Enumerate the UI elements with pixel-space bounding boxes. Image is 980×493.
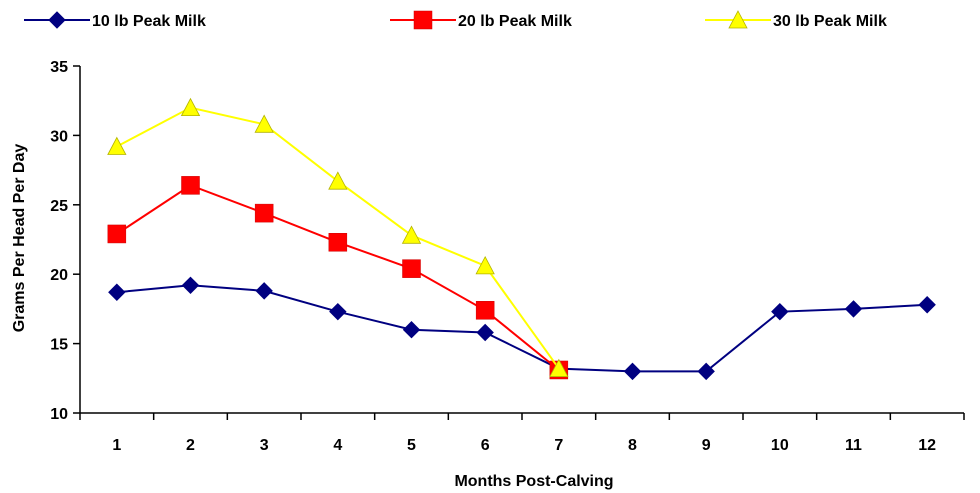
legend-marker <box>48 11 66 29</box>
legend-item-3: 30 lb Peak Milk <box>705 10 887 30</box>
data-point <box>329 302 347 321</box>
legend: 10 lb Peak Milk 20 lb Peak Milk 30 lb Peak… <box>24 10 887 30</box>
data-point <box>107 136 127 155</box>
legend-marker <box>413 10 433 30</box>
data-point <box>328 171 348 190</box>
data-point <box>697 362 715 381</box>
y-tick-label: 25 <box>50 198 68 215</box>
x-tick-label: 10 <box>771 437 789 454</box>
data-point <box>255 282 273 300</box>
legend-label: 10 lb Peak Milk <box>92 13 206 30</box>
data-point <box>402 321 421 339</box>
x-tick-label: 7 <box>554 437 563 454</box>
x-tick-label: 5 <box>407 437 416 454</box>
x-tick-label: 2 <box>186 437 195 454</box>
data-point <box>771 302 789 321</box>
x-tick-label: 11 <box>845 437 862 454</box>
x-tick-label: 4 <box>333 437 342 454</box>
legend-label: 30 lb Peak Milk <box>773 13 887 30</box>
y-tick-label: 20 <box>50 267 68 284</box>
series-line <box>116 284 928 373</box>
x-axis-title: Months Post-Calving <box>454 473 613 490</box>
series-2 <box>107 176 569 380</box>
data-point <box>844 300 863 318</box>
y-tick-label: 10 <box>50 406 68 423</box>
data-point <box>918 296 936 314</box>
data-point <box>108 283 126 301</box>
y-tick-label: 30 <box>50 128 68 145</box>
x-tick-label: 3 <box>260 437 269 454</box>
data-point <box>254 114 274 133</box>
x-tick-label: 9 <box>702 437 711 454</box>
data-point <box>402 259 421 278</box>
legend-item-1: 10 lb Peak Milk <box>24 11 206 30</box>
x-tick-label: 6 <box>481 437 490 454</box>
series-layer <box>107 97 936 381</box>
data-point <box>107 224 127 244</box>
series-3 <box>107 97 569 377</box>
data-point <box>623 362 642 381</box>
x-tick-label: 8 <box>628 437 637 454</box>
data-point <box>181 176 200 195</box>
data-point <box>475 256 495 275</box>
y-tick-label: 35 <box>50 59 68 76</box>
data-point <box>476 323 494 342</box>
legend-marker <box>728 10 748 29</box>
data-point <box>254 203 274 223</box>
data-point <box>475 301 495 320</box>
data-point <box>549 358 569 377</box>
y-axis-title: Grams Per Head Per Day <box>11 144 28 333</box>
data-point <box>181 276 200 295</box>
x-tick-label: 1 <box>112 437 121 454</box>
y-tick-label: 15 <box>50 337 68 354</box>
data-point <box>180 97 201 117</box>
data-point <box>401 225 422 244</box>
x-tick-label: 12 <box>918 437 936 454</box>
series-1 <box>108 276 936 381</box>
legend-label: 20 lb Peak Milk <box>458 13 572 30</box>
data-point <box>328 233 348 252</box>
legend-item-2: 20 lb Peak Milk <box>390 10 572 30</box>
